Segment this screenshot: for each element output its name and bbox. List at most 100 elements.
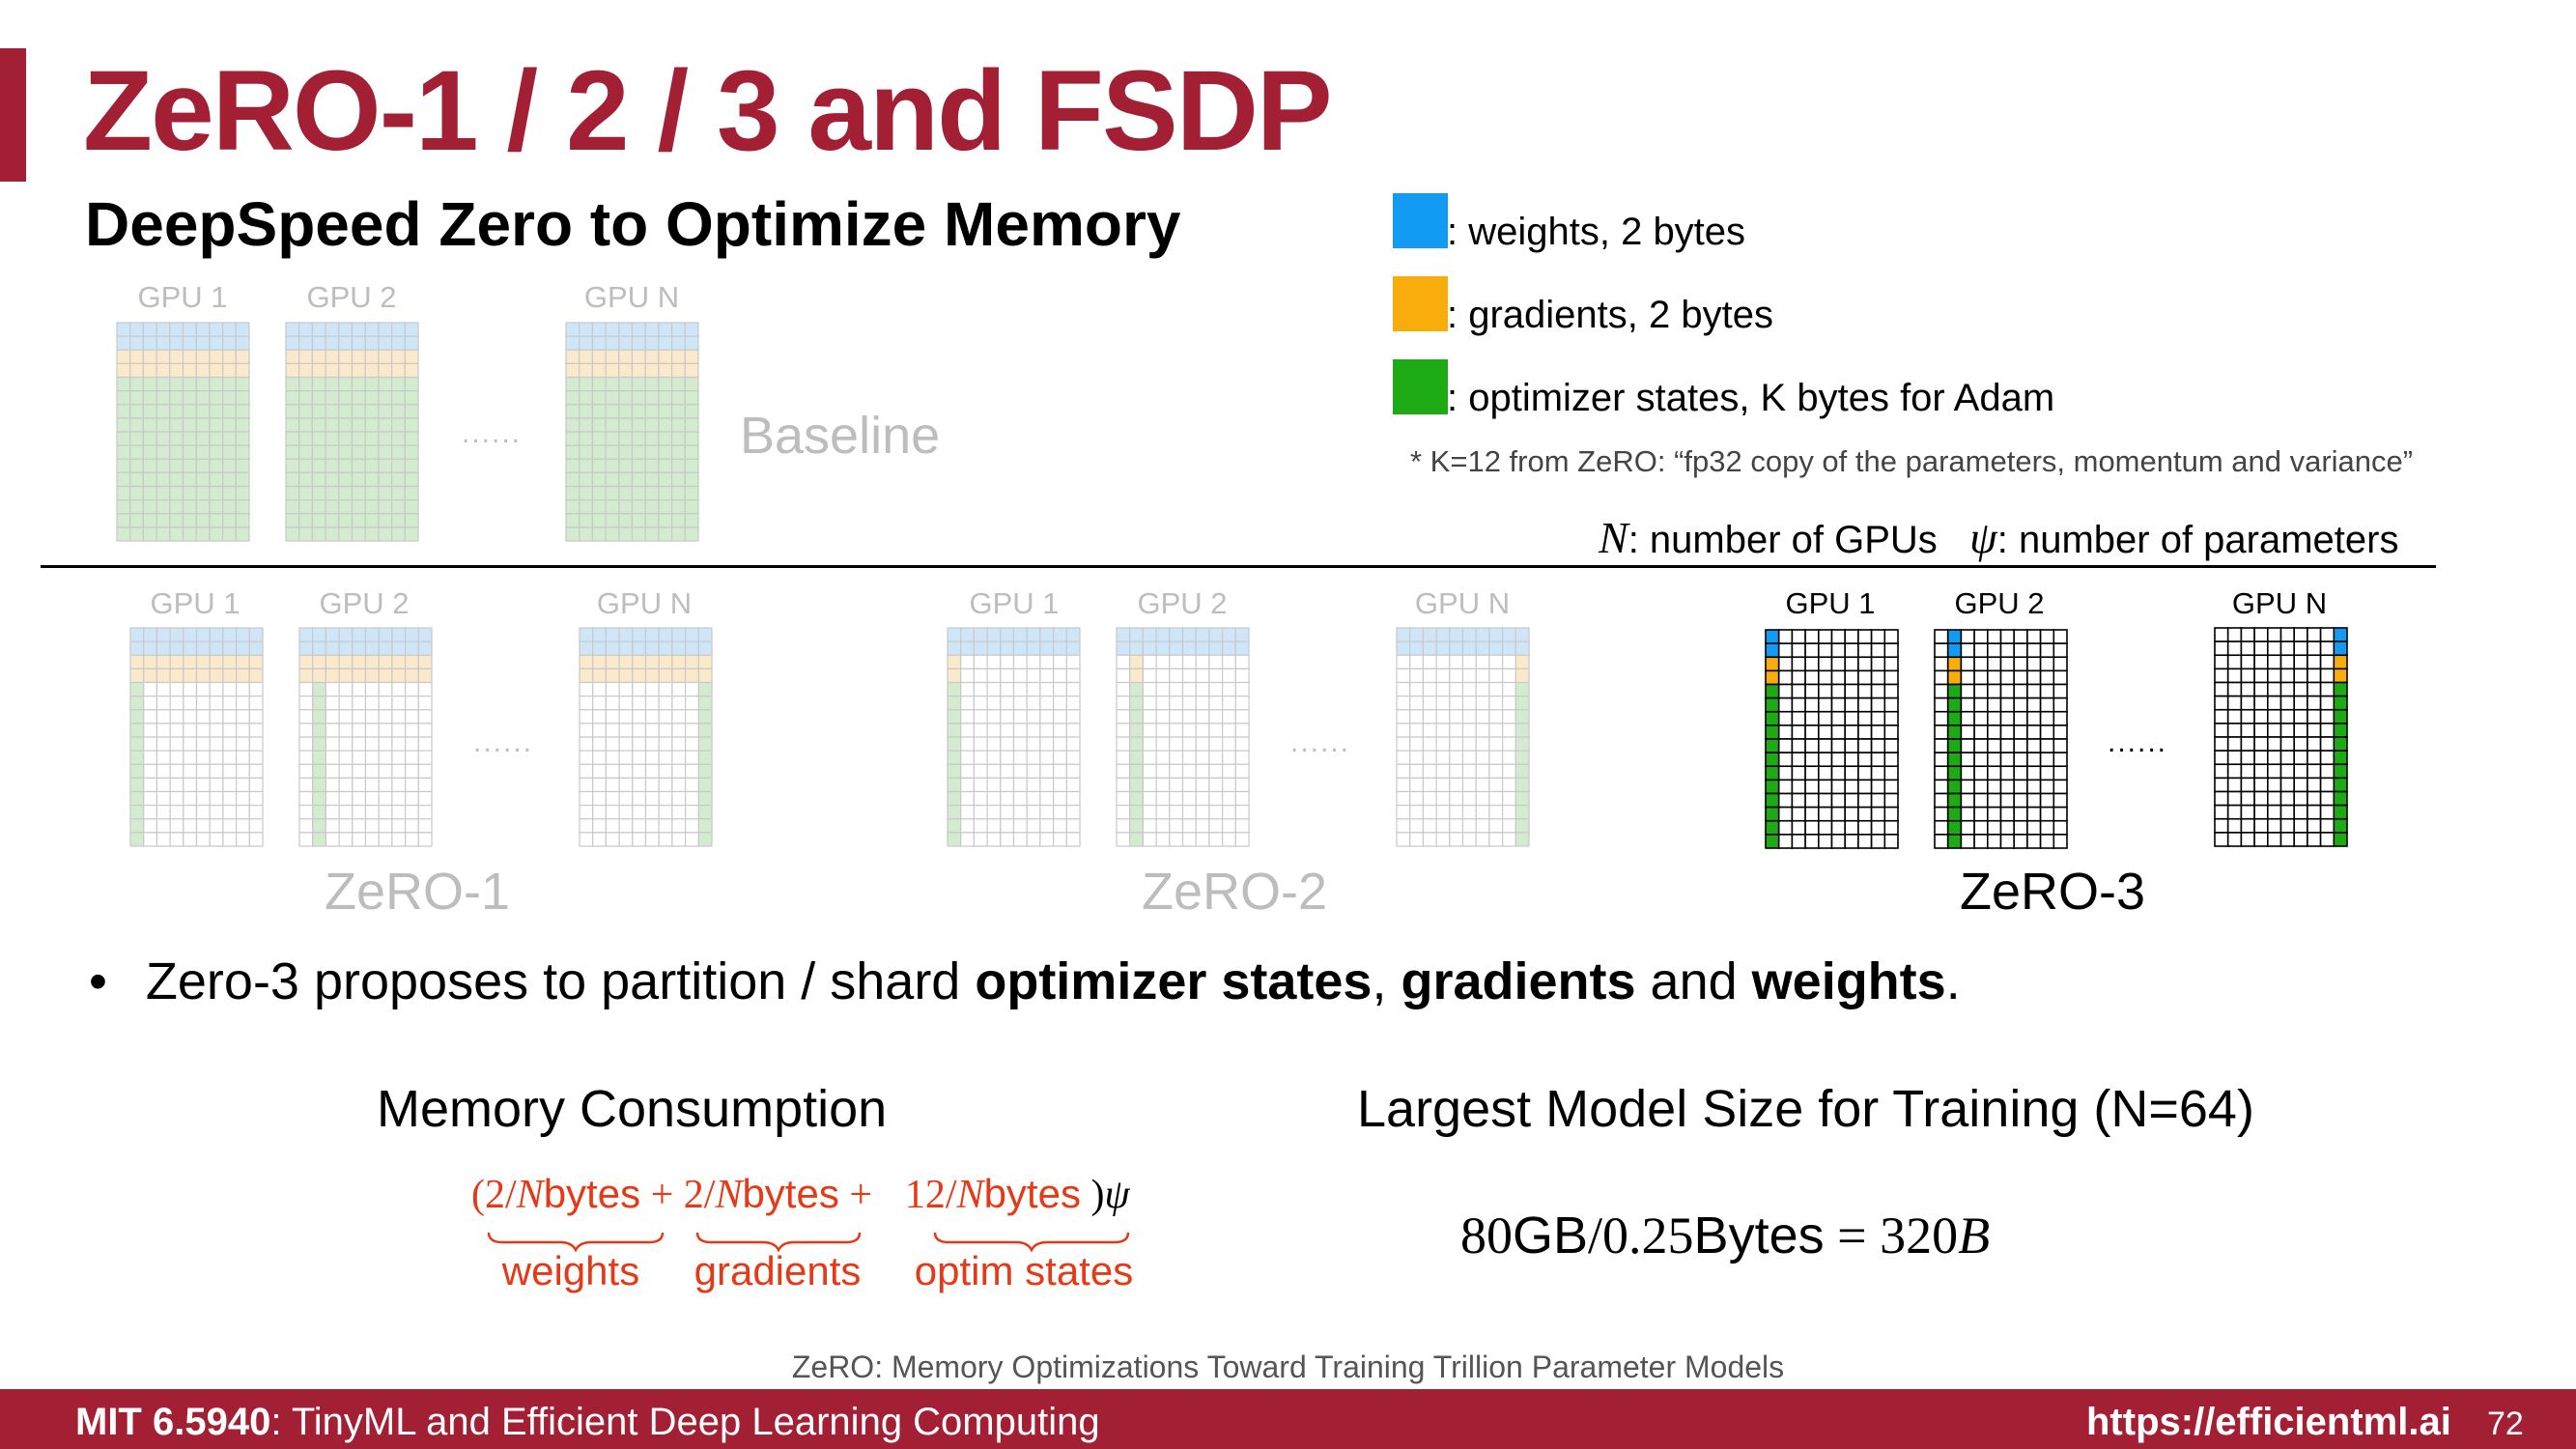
memory-cell-gradients (169, 668, 184, 684)
memory-cell-optimizer (2307, 736, 2322, 752)
memory-cell-gradients (1883, 656, 1899, 672)
memory-cell-optimizer (618, 431, 634, 446)
memory-cell-optimizer (1488, 777, 1504, 793)
memory-cell-optimizer (591, 499, 607, 515)
memory-cell-optimizer (1052, 818, 1067, 834)
memory-cell-optimizer (591, 431, 607, 446)
memory-cell-optimizer (1396, 681, 1411, 697)
memory-cell-optimizer (1169, 763, 1184, 779)
memory-cell-optimizer (973, 777, 988, 793)
memory-cell-optimizer (235, 471, 250, 488)
memory-cell-optimizer (325, 696, 340, 711)
memory-cell-optimizer (298, 417, 313, 433)
memory-cell-optimizer (2253, 695, 2269, 711)
memory-cell-optimizer (658, 750, 673, 765)
memory-cell-optimizer (404, 390, 419, 406)
memory-cell-weights (222, 640, 238, 656)
memory-cell-optimizer (644, 444, 660, 460)
memory-cell-optimizer (404, 458, 419, 473)
memory-cell-optimizer (143, 832, 157, 847)
memory-cell-optimizer (352, 709, 367, 724)
memory-cell-optimizer (404, 805, 419, 820)
memory-cell-weights (1830, 642, 1846, 659)
memory-cell-optimizer (1830, 779, 1846, 795)
memory-cell-optimizer (1817, 792, 1833, 809)
memory-cell-optimizer (618, 681, 634, 697)
memory-cell-optimizer (973, 763, 988, 779)
memory-cell-optimizer (351, 526, 366, 542)
memory-cell-optimizer (1396, 763, 1411, 779)
memory-cell-optimizer (378, 390, 393, 406)
memory-cell-optimizer (1129, 805, 1144, 820)
memory-cell-optimizer (1396, 750, 1411, 765)
memory-cell-optimizer (2052, 683, 2068, 699)
memory-cell-gradients (2319, 654, 2335, 670)
memory-cell-optimizer (2293, 736, 2308, 752)
memory-cell-optimizer (1514, 681, 1530, 697)
memory-cell-weights (1208, 640, 1224, 656)
memory-cell-optimizer (1986, 819, 2002, 836)
memory-cell-optimizer (1475, 681, 1490, 697)
memory-cell-optimizer (378, 431, 393, 446)
memory-cell-gradients (1116, 668, 1131, 684)
memory-cell-optimizer (565, 485, 580, 501)
memory-cell-optimizer (592, 681, 607, 697)
memory-cell-optimizer (169, 458, 184, 473)
memory-cell-optimizer (1155, 805, 1171, 820)
memory-cell-weights (1765, 642, 1780, 659)
memory-cell-optimizer (129, 709, 145, 724)
memory-cell-optimizer (684, 471, 699, 488)
memory-cell-optimizer (605, 818, 620, 834)
memory-cell-optimizer (142, 376, 157, 392)
memory-cell-optimizer (1946, 710, 1963, 726)
memory-cell-optimizer (579, 444, 593, 460)
memory-cell-gradients (579, 349, 593, 364)
memory-cell-optimizer (1934, 792, 1949, 809)
equation-part: GB (1513, 1207, 1589, 1264)
memory-cell-gradients (591, 349, 607, 364)
memory-cell-gradients (156, 668, 171, 684)
memory-cell-gradients (618, 349, 634, 364)
memory-cell-optimizer (404, 499, 419, 515)
memory-cell-optimizer (1777, 738, 1794, 753)
memory-cell-optimizer (285, 417, 300, 433)
memory-cell-optimizer (1039, 736, 1055, 752)
memory-cell-optimizer (1449, 750, 1464, 765)
formula-braces (487, 1232, 1130, 1252)
memory-cell-optimizer (684, 417, 699, 433)
memory-cell-optimizer (1973, 738, 1989, 753)
memory-cell-weights (986, 627, 1002, 642)
memory-cell-optimizer (1501, 805, 1516, 820)
memory-cell-optimizer (390, 376, 406, 392)
memory-cell-optimizer (960, 709, 975, 724)
memory-cell-optimizer (1221, 805, 1236, 820)
memory-cell-optimizer (1830, 710, 1846, 726)
memory-cell-optimizer (1449, 723, 1464, 738)
memory-cell-optimizer (378, 458, 393, 473)
memory-cell-gradients (591, 362, 607, 379)
memory-cell-optimizer (325, 818, 340, 834)
footer-url-link[interactable]: https://efficientml.ai (2086, 1401, 2451, 1443)
memory-cell-weights (2307, 627, 2322, 642)
memory-cell-optimizer (182, 376, 197, 392)
memory-cell-optimizer (591, 526, 607, 542)
memory-cell-optimizer (1155, 736, 1171, 752)
memory-cell-optimizer (129, 736, 145, 752)
memory-cell-optimizer (364, 696, 380, 711)
memory-cell-optimizer (311, 404, 326, 419)
gpu-label: GPU N (583, 280, 680, 314)
memory-cell-optimizer (209, 709, 224, 724)
memory-cell-optimizer (1960, 724, 1975, 740)
memory-cell-optimizer (2013, 696, 2028, 713)
memory-cell-optimizer (1857, 779, 1873, 795)
memory-cell-gradients (338, 654, 354, 669)
memory-cell-optimizer (2026, 683, 2042, 699)
memory-cell-optimizer (1514, 818, 1530, 834)
memory-cell-optimizer (644, 763, 660, 779)
memory-cell-optimizer (684, 832, 699, 847)
memory-cell-optimizer (1817, 806, 1833, 822)
memory-cell-optimizer (671, 723, 687, 738)
memory-cell-optimizer (285, 376, 300, 392)
memory-cell-optimizer (142, 513, 157, 528)
memory-cell-optimizer (684, 513, 699, 528)
